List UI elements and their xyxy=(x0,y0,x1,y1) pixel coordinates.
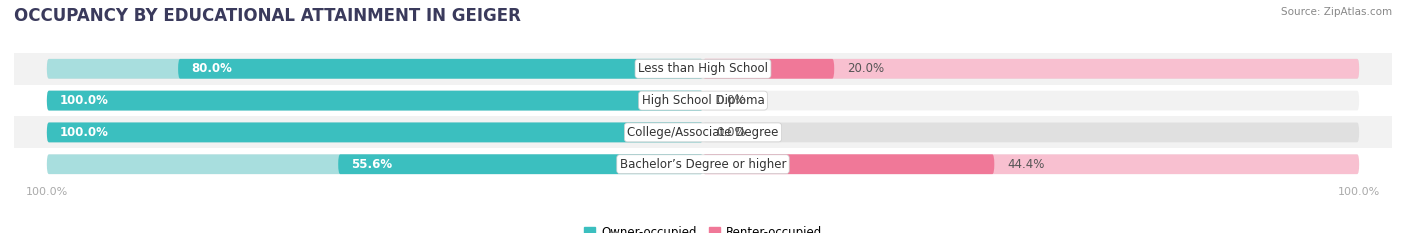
Bar xyxy=(14,148,1392,180)
FancyBboxPatch shape xyxy=(339,154,703,174)
FancyBboxPatch shape xyxy=(46,154,703,174)
Text: 0.0%: 0.0% xyxy=(716,126,745,139)
FancyBboxPatch shape xyxy=(703,59,1360,79)
Text: 100.0%: 100.0% xyxy=(60,94,108,107)
Text: College/Associate Degree: College/Associate Degree xyxy=(627,126,779,139)
Text: 44.4%: 44.4% xyxy=(1008,158,1045,171)
Text: 55.6%: 55.6% xyxy=(352,158,392,171)
FancyBboxPatch shape xyxy=(703,154,1360,174)
Legend: Owner-occupied, Renter-occupied: Owner-occupied, Renter-occupied xyxy=(579,221,827,233)
Bar xyxy=(14,116,1392,148)
FancyBboxPatch shape xyxy=(703,154,994,174)
FancyBboxPatch shape xyxy=(46,91,703,110)
FancyBboxPatch shape xyxy=(46,154,703,174)
Text: 80.0%: 80.0% xyxy=(191,62,232,75)
Text: Source: ZipAtlas.com: Source: ZipAtlas.com xyxy=(1281,7,1392,17)
FancyBboxPatch shape xyxy=(46,123,703,142)
Text: High School Diploma: High School Diploma xyxy=(641,94,765,107)
FancyBboxPatch shape xyxy=(46,59,703,79)
Text: 20.0%: 20.0% xyxy=(848,62,884,75)
FancyBboxPatch shape xyxy=(179,59,703,79)
Text: OCCUPANCY BY EDUCATIONAL ATTAINMENT IN GEIGER: OCCUPANCY BY EDUCATIONAL ATTAINMENT IN G… xyxy=(14,7,522,25)
FancyBboxPatch shape xyxy=(703,91,1360,110)
FancyBboxPatch shape xyxy=(46,91,703,110)
FancyBboxPatch shape xyxy=(703,123,1360,142)
FancyBboxPatch shape xyxy=(46,123,703,142)
Text: 0.0%: 0.0% xyxy=(716,94,745,107)
Text: Less than High School: Less than High School xyxy=(638,62,768,75)
FancyBboxPatch shape xyxy=(46,123,703,142)
Text: Bachelor’s Degree or higher: Bachelor’s Degree or higher xyxy=(620,158,786,171)
Text: 100.0%: 100.0% xyxy=(60,126,108,139)
FancyBboxPatch shape xyxy=(703,59,834,79)
FancyBboxPatch shape xyxy=(703,59,1360,79)
Bar xyxy=(14,85,1392,116)
FancyBboxPatch shape xyxy=(46,91,703,110)
FancyBboxPatch shape xyxy=(703,154,1360,174)
FancyBboxPatch shape xyxy=(46,59,703,79)
Bar xyxy=(14,53,1392,85)
